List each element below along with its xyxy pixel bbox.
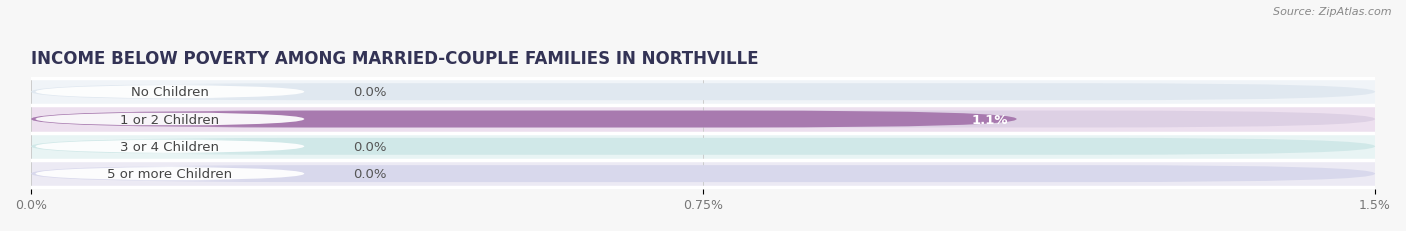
- Text: 0.0%: 0.0%: [353, 86, 387, 99]
- FancyBboxPatch shape: [35, 112, 304, 127]
- Text: INCOME BELOW POVERTY AMONG MARRIED-COUPLE FAMILIES IN NORTHVILLE: INCOME BELOW POVERTY AMONG MARRIED-COUPL…: [31, 50, 759, 67]
- FancyBboxPatch shape: [31, 161, 1375, 187]
- Text: Source: ZipAtlas.com: Source: ZipAtlas.com: [1274, 7, 1392, 17]
- FancyBboxPatch shape: [31, 106, 1375, 133]
- FancyBboxPatch shape: [31, 79, 1375, 105]
- Text: No Children: No Children: [131, 86, 209, 99]
- Text: 3 or 4 Children: 3 or 4 Children: [121, 140, 219, 153]
- FancyBboxPatch shape: [31, 138, 1375, 155]
- FancyBboxPatch shape: [31, 111, 1375, 128]
- Text: 0.0%: 0.0%: [353, 140, 387, 153]
- Text: 1.1%: 1.1%: [972, 113, 1008, 126]
- Text: 5 or more Children: 5 or more Children: [107, 167, 232, 180]
- FancyBboxPatch shape: [35, 140, 304, 154]
- FancyBboxPatch shape: [31, 165, 1375, 182]
- FancyBboxPatch shape: [31, 111, 1017, 128]
- FancyBboxPatch shape: [31, 134, 1375, 160]
- FancyBboxPatch shape: [35, 85, 304, 100]
- Text: 1 or 2 Children: 1 or 2 Children: [121, 113, 219, 126]
- Text: 0.0%: 0.0%: [353, 167, 387, 180]
- FancyBboxPatch shape: [31, 84, 1375, 101]
- FancyBboxPatch shape: [35, 167, 304, 181]
